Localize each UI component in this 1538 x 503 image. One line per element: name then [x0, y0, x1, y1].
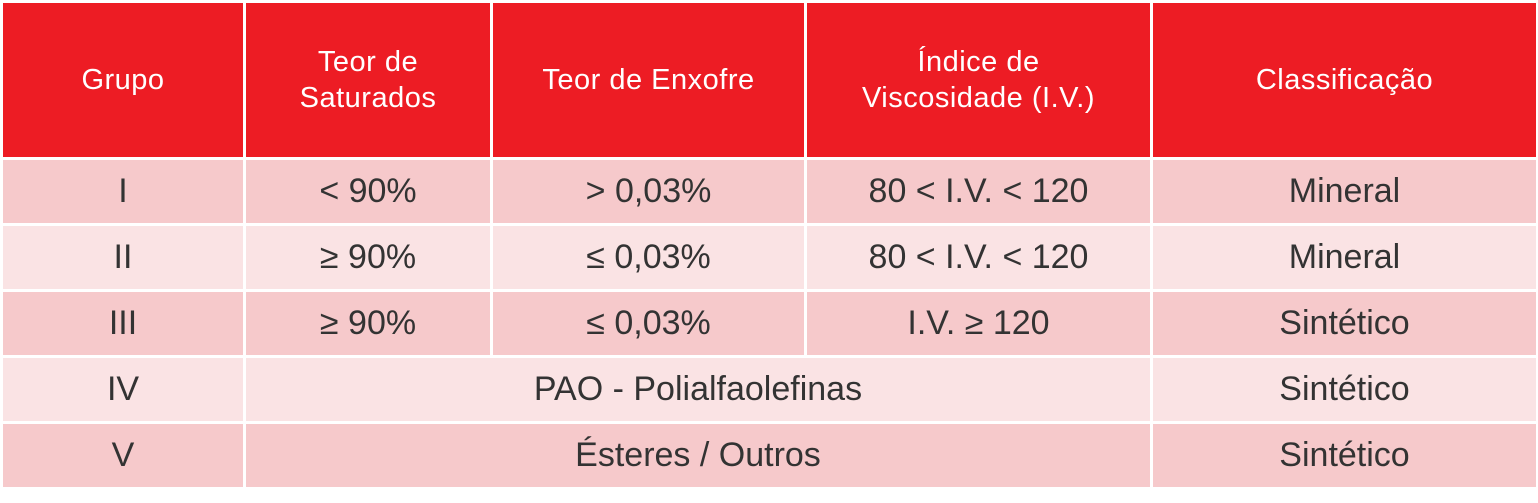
header-text: Saturados — [299, 82, 437, 114]
table-cell: ≥ 90% — [246, 226, 490, 289]
header-cell: Teor de Saturados — [246, 3, 490, 157]
table-cell: I.V. ≥ 120 — [807, 292, 1150, 355]
table-cell: > 0,03% — [493, 160, 804, 223]
table-cell: ≤ 0,03% — [493, 226, 804, 289]
header-cell: Classificação — [1153, 3, 1536, 157]
header-cell: Grupo — [3, 3, 243, 157]
table-row: I < 90% > 0,03% 80 < I.V. < 120 Mineral — [3, 160, 1536, 223]
table-cell: ≤ 0,03% — [493, 292, 804, 355]
lubricant-groups-table: Grupo Teor de Saturados Teor de Enxofre Índi… — [3, 3, 1536, 487]
table-row: II ≥ 90% ≤ 0,03% 80 < I.V. < 120 Mineral — [3, 226, 1536, 289]
header-text: Grupo — [81, 63, 165, 96]
table-cell: Mineral — [1153, 226, 1536, 289]
header-text: Teor de — [317, 45, 419, 78]
table-cell: I — [3, 160, 243, 223]
table-cell: 80 < I.V. < 120 — [807, 160, 1150, 223]
table-body: I < 90% > 0,03% 80 < I.V. < 120 Mineral II ≥ 9… — [3, 160, 1536, 487]
header-text: Teor de Enxofre — [542, 63, 755, 96]
table-cell: II — [3, 226, 243, 289]
table-row: IV PAO - Polialfaolefinas Sintético — [3, 358, 1536, 421]
table-cell: < 90% — [246, 160, 490, 223]
header-row: Grupo Teor de Saturados Teor de Enxofre Índi… — [3, 3, 1536, 157]
table-cell: ≥ 90% — [246, 292, 490, 355]
table-cell: PAO - Polialfaolefinas — [246, 358, 1150, 421]
header-text: Índice de — [917, 45, 1040, 78]
table-row: V Ésteres / Outros Sintético — [3, 424, 1536, 487]
table-cell: Ésteres / Outros — [246, 424, 1150, 487]
header-cell: Índice de Viscosidade (I.V.) — [807, 3, 1150, 157]
table-cell: V — [3, 424, 243, 487]
table-row: III ≥ 90% ≤ 0,03% I.V. ≥ 120 Sintético — [3, 292, 1536, 355]
table-cell: III — [3, 292, 243, 355]
header-cell: Teor de Enxofre — [493, 3, 804, 157]
table-cell: Mineral — [1153, 160, 1536, 223]
header-text: Classificação — [1255, 63, 1434, 96]
table-cell: Sintético — [1153, 424, 1536, 487]
table-cell: 80 < I.V. < 120 — [807, 226, 1150, 289]
table-cell: IV — [3, 358, 243, 421]
table-cell: Sintético — [1153, 292, 1536, 355]
table-cell: Sintético — [1153, 358, 1536, 421]
header-text: Viscosidade (I.V.) — [861, 82, 1096, 114]
